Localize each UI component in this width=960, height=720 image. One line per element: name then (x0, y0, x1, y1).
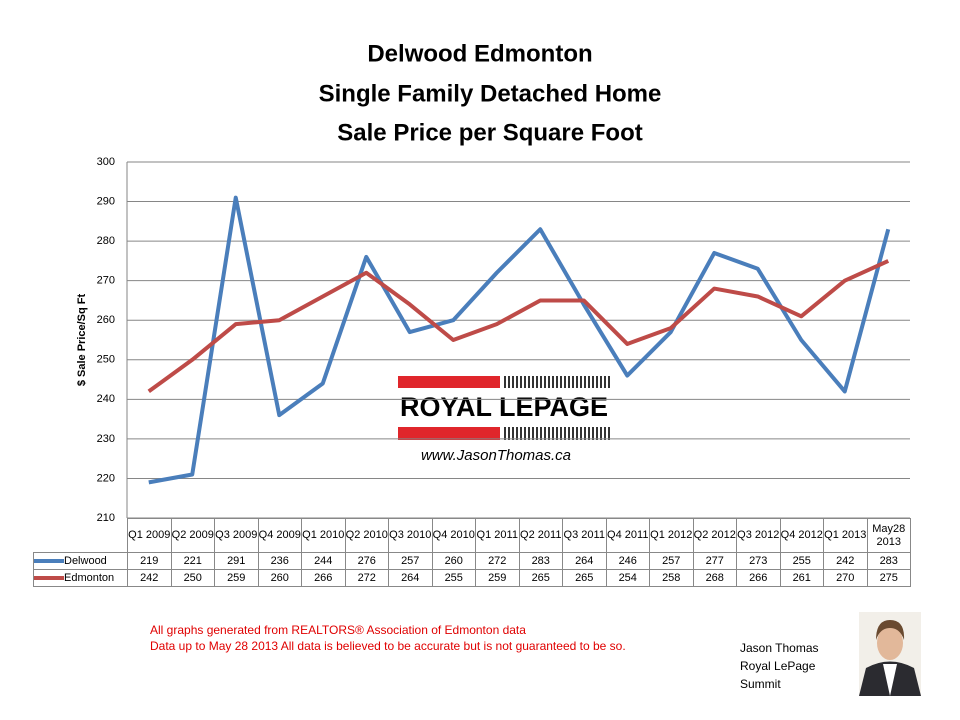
table-value: 264 (562, 552, 607, 570)
table-value: 259 (475, 569, 520, 587)
photo-hair (876, 620, 905, 640)
legend-entry: Edmonton (33, 569, 128, 587)
table-value: 273 (736, 552, 781, 570)
chart-title: Sale Price per Square Foot (337, 119, 642, 146)
author: Summit (740, 677, 781, 691)
photo-face (877, 626, 903, 660)
y-tick-label: 210 (97, 512, 115, 524)
table-value: 277 (692, 552, 737, 570)
series-line (148, 195, 891, 485)
x-tick-label: Q3 2011 (562, 518, 607, 553)
x-tick-label: Q4 2009 (257, 518, 302, 553)
legend-entry: Delwood (33, 552, 128, 570)
table-value: 257 (388, 552, 433, 570)
y-tick-label: 240 (97, 393, 115, 405)
table-value: 283 (866, 552, 911, 570)
x-tick-label: Q1 2012 (649, 518, 694, 553)
x-tick-label: Q4 2010 (431, 518, 476, 553)
x-tick-label: Q2 2009 (170, 518, 215, 553)
table-value: 244 (301, 552, 346, 570)
author: Royal LePage (740, 659, 816, 673)
table-corner (34, 519, 128, 553)
table-value: 221 (170, 552, 215, 570)
data-table: Q1 2009 Q2 2009 Q3 2009 Q4 2009 Q1 2010 Q2 20… (33, 518, 911, 587)
table-value: 219 (127, 552, 172, 570)
author-photo (859, 612, 921, 696)
table-value: 236 (257, 552, 302, 570)
x-tick-label: Q3 2012 (736, 518, 781, 553)
x-tick-label: Q1 2011 (475, 518, 520, 553)
x-tick-label: May28 2013 (866, 518, 911, 553)
table-value: 242 (127, 569, 172, 587)
table-value: 268 (692, 569, 737, 587)
logo-bar (398, 427, 500, 440)
table-value: 246 (605, 552, 650, 570)
table-value: 260 (257, 569, 302, 587)
table-value: 266 (301, 569, 346, 587)
note: Data up to May 28 2013 All data is belie… (150, 639, 626, 653)
logo: ROYAL LEPAGE www.JasonThomas.ca (398, 376, 610, 464)
table-value: 272 (344, 569, 389, 587)
x-tick-label: Q2 2011 (518, 518, 563, 553)
x-tick-label: Q1 2013 (823, 518, 868, 553)
legend-label: Edmonton (64, 571, 115, 584)
table-value: 259 (214, 569, 259, 587)
author: Jason Thomas (740, 641, 819, 655)
x-tick-label: Q3 2010 (388, 518, 433, 553)
chart-title: Single Family Detached Home (319, 80, 662, 107)
logo-brand: ROYAL LEPAGE (400, 392, 608, 422)
table-header-row: Q1 2009 Q2 2009 Q3 2009 Q4 2009 Q1 2010 Q2 20… (34, 518, 911, 553)
legend-key (34, 558, 64, 563)
photo-shirt (883, 664, 897, 696)
y-tick-label: 260 (97, 314, 115, 326)
table-value: 275 (866, 569, 911, 587)
y-tick-label: 300 (97, 156, 115, 168)
table-row: Edmonton 242 250 259 260 266 272 264 255 259 265 26… (33, 569, 911, 587)
x-tick-label: Q1 2009 (127, 518, 172, 553)
x-tick-label: Q2 2012 (692, 518, 737, 553)
table-value: 258 (649, 569, 694, 587)
x-tick-label: Q4 2011 (605, 518, 650, 553)
table-value: 272 (475, 552, 520, 570)
y-tick-label: 220 (97, 472, 115, 484)
y-axis-label: $ Sale Price/Sq Ft (76, 294, 88, 387)
table-value: 255 (431, 569, 476, 587)
y-tick-label: 250 (97, 354, 115, 366)
table-value: 270 (823, 569, 868, 587)
series-line (147, 259, 890, 394)
table-value: 257 (649, 552, 694, 570)
table-value: 264 (388, 569, 433, 587)
x-tick-label: Q4 2012 (779, 518, 824, 553)
table-value: 265 (562, 569, 607, 587)
x-tick-label: Q3 2009 (214, 518, 259, 553)
table-value: 250 (170, 569, 215, 587)
table-value: 254 (605, 569, 650, 587)
table-row: Delwood 219 221 291 236 244 276 257 260 272 283 264… (33, 552, 911, 570)
y-tick-label: 270 (97, 275, 115, 287)
table-value: 255 (779, 552, 824, 570)
logo-barcode (504, 376, 610, 440)
y-tick-label: 290 (97, 195, 115, 207)
table-value: 242 (823, 552, 868, 570)
chart-title: Delwood Edmonton (367, 40, 592, 67)
y-tick-label: 280 (97, 235, 115, 247)
table-value: 276 (344, 552, 389, 570)
x-tick-label: Q1 2010 (301, 518, 346, 553)
table-value: 291 (214, 552, 259, 570)
table-value: 266 (736, 569, 781, 587)
x-tick-label: Q2 2010 (344, 518, 389, 553)
table-value: 283 (518, 552, 563, 570)
note: All graphs generated from REALTORS® Asso… (150, 623, 526, 637)
table-value: 265 (518, 569, 563, 587)
table-value: 260 (431, 552, 476, 570)
legend-key (34, 575, 64, 580)
logo-bar (398, 376, 500, 388)
table-value: 261 (779, 569, 824, 587)
y-tick-label: 230 (97, 433, 115, 445)
logo-website: www.JasonThomas.ca (421, 447, 571, 464)
legend-label: Delwood (64, 554, 107, 567)
